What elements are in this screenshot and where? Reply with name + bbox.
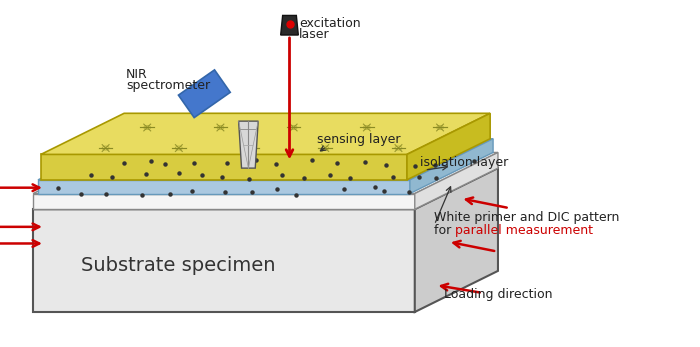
- Text: NIR: NIR: [126, 68, 148, 81]
- Polygon shape: [410, 139, 493, 194]
- Polygon shape: [38, 139, 493, 180]
- Polygon shape: [41, 154, 407, 180]
- Polygon shape: [41, 113, 490, 154]
- Polygon shape: [407, 113, 490, 180]
- Text: for: for: [435, 224, 456, 237]
- Polygon shape: [178, 70, 230, 118]
- Text: excitation: excitation: [300, 17, 361, 31]
- Text: Loading direction: Loading direction: [444, 288, 552, 301]
- Polygon shape: [33, 209, 415, 312]
- Text: isolation layer: isolation layer: [420, 156, 508, 169]
- Polygon shape: [239, 121, 258, 168]
- Text: White primer and DIC pattern: White primer and DIC pattern: [435, 211, 620, 223]
- Polygon shape: [38, 180, 410, 194]
- Text: sensing layer: sensing layer: [317, 133, 400, 146]
- Polygon shape: [33, 168, 498, 209]
- Text: laser: laser: [300, 28, 330, 41]
- Text: Substrate specimen: Substrate specimen: [81, 256, 275, 275]
- Polygon shape: [33, 194, 415, 209]
- Polygon shape: [415, 168, 498, 312]
- Polygon shape: [33, 152, 498, 194]
- Text: parallel measurement: parallel measurement: [455, 224, 593, 237]
- Text: spectrometer: spectrometer: [126, 79, 210, 92]
- Polygon shape: [415, 152, 498, 209]
- Polygon shape: [281, 15, 298, 35]
